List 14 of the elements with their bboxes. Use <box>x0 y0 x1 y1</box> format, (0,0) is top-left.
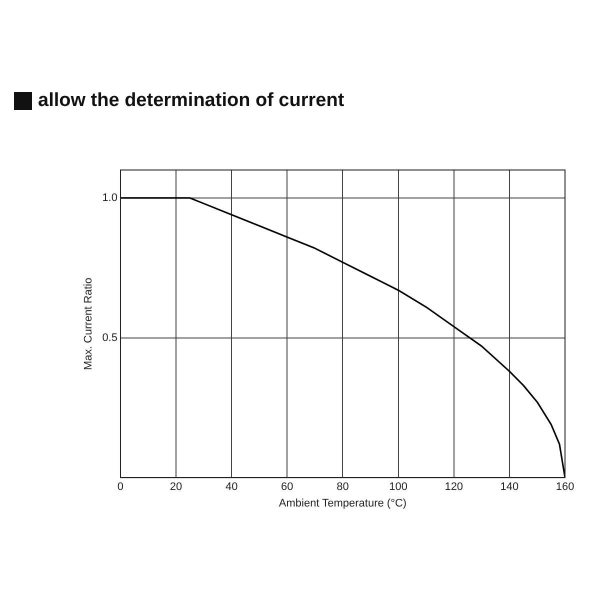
y-tick-label: 1.0 <box>102 192 118 204</box>
chart-title: allow the determination of current <box>38 90 344 112</box>
x-tick-label: 160 <box>556 481 574 494</box>
x-tick-label: 0 <box>117 481 124 494</box>
x-tick-label: 60 <box>281 481 294 494</box>
x-tick-label: 140 <box>500 481 519 494</box>
x-tick-label: 80 <box>336 481 349 494</box>
y-tick-label: 0.5 <box>102 332 118 344</box>
x-tick-label: 120 <box>444 481 464 494</box>
y-axis-title: Max. Current Ratio <box>82 278 95 370</box>
x-tick-label: 20 <box>170 481 182 494</box>
x-axis-title: Ambient Temperature (°C) <box>278 497 407 510</box>
x-tick-label: 100 <box>389 481 408 494</box>
x-tick-label: 40 <box>225 481 238 494</box>
